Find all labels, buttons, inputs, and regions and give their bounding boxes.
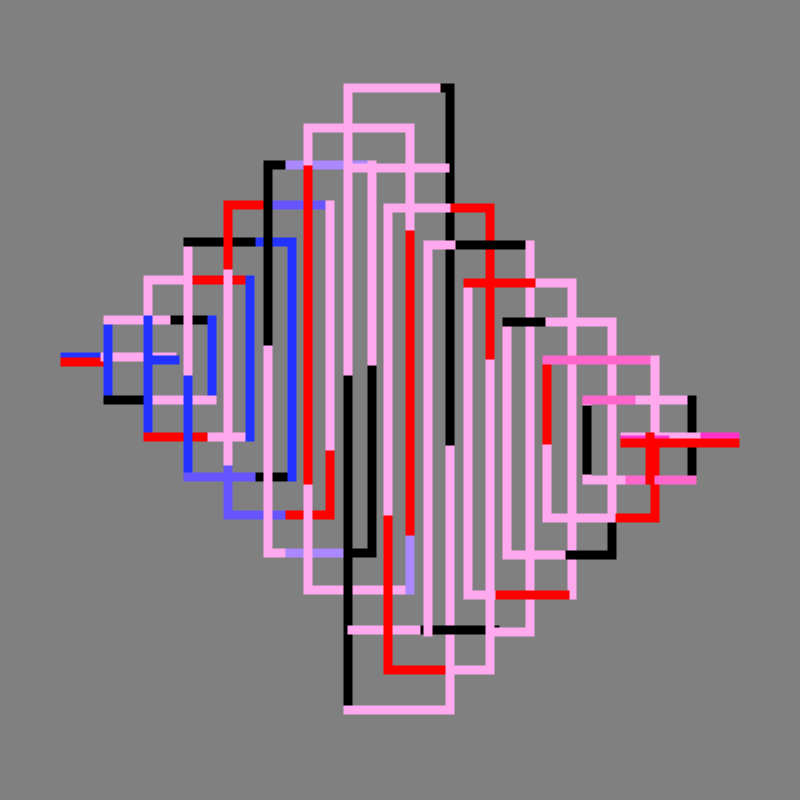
line-segments bbox=[60, 83, 740, 715]
